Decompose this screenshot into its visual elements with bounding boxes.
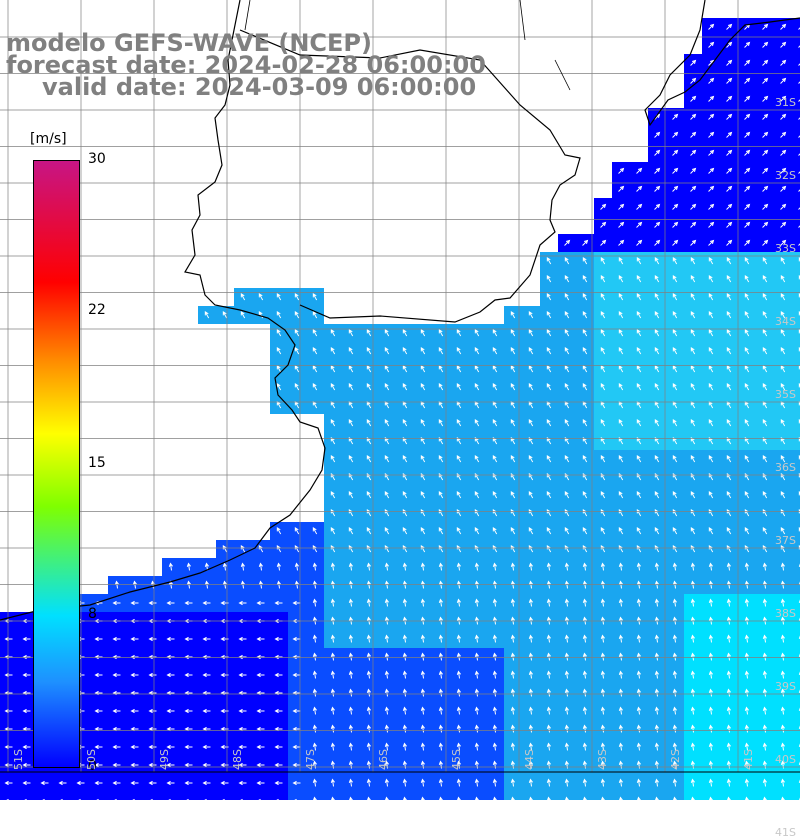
wind-cell [18,792,36,800]
wind-cell [162,792,180,800]
wind-cell [792,432,800,450]
wind-cell [792,648,800,666]
wind-cell [792,36,800,54]
wind-cell [792,792,800,800]
wind-cell [792,72,800,90]
wind-cell [198,792,216,800]
wind-cell [36,792,54,800]
colorbar-tick-22: 22 [88,302,106,318]
wind-cell [792,504,800,522]
wind-cell [270,792,288,800]
wind-cell [792,576,800,594]
longitude-label: 45S [450,749,463,770]
wind-cell [72,792,90,800]
wind-cell [54,792,72,800]
longitude-label: 47S [304,749,317,770]
wind-cell [108,792,126,800]
latitude-label: 33S [775,242,796,255]
latitude-label: 39S [775,680,796,693]
wind-cell [792,216,800,234]
wind-cell [792,486,800,504]
wind-cell [792,342,800,360]
latitude-label: 38S [775,607,796,620]
latitude-label: 36S [775,461,796,474]
longitude-label: 49S [158,749,171,770]
wind-cell [792,54,800,72]
latitude-label: 41S [775,826,796,839]
wind-cell [216,792,234,800]
wind-cell [792,360,800,378]
latitude-label: 40S [775,753,796,766]
wind-cell [792,288,800,306]
wind-map [0,0,800,800]
wind-cell [792,414,800,432]
colorbar-tick-30: 30 [88,151,106,167]
longitude-label: 50S [85,749,98,770]
longitude-label: 43S [596,749,609,770]
longitude-label: 51S [12,749,25,770]
longitude-label: 44S [523,749,536,770]
wind-cell [252,792,270,800]
wind-cell [180,792,198,800]
wind-cell [234,792,252,800]
latitude-label: 37S [775,534,796,547]
wind-cell [792,270,800,288]
wind-cell [792,558,800,576]
wind-cell [144,792,162,800]
longitude-label: 48S [231,749,244,770]
wind-cell [792,18,800,36]
longitude-label: 41S [742,749,755,770]
wind-cell [90,792,108,800]
valid-date: valid date: 2024-03-09 06:00:00 [42,75,476,99]
colorbar [33,160,80,768]
wind-cell [792,630,800,648]
wind-speed-field [0,18,800,800]
colorbar-tick-8: 8 [88,606,97,622]
wind-cell [792,702,800,720]
longitude-label: 46S [377,749,390,770]
latitude-label: 35S [775,388,796,401]
colorbar-unit: [m/s] [30,131,67,147]
wind-cell [792,774,800,792]
wind-cell [288,792,306,800]
wind-cell [0,792,18,800]
longitude-label: 42S [669,749,682,770]
wind-cell [792,108,800,126]
latitude-label: 32S [775,169,796,182]
wind-cell [792,198,800,216]
wind-cell [792,720,800,738]
wind-cell [792,126,800,144]
latitude-label: 31S [775,96,796,109]
colorbar-tick-15: 15 [88,455,106,471]
wind-cell [126,792,144,800]
latitude-label: 34S [775,315,796,328]
